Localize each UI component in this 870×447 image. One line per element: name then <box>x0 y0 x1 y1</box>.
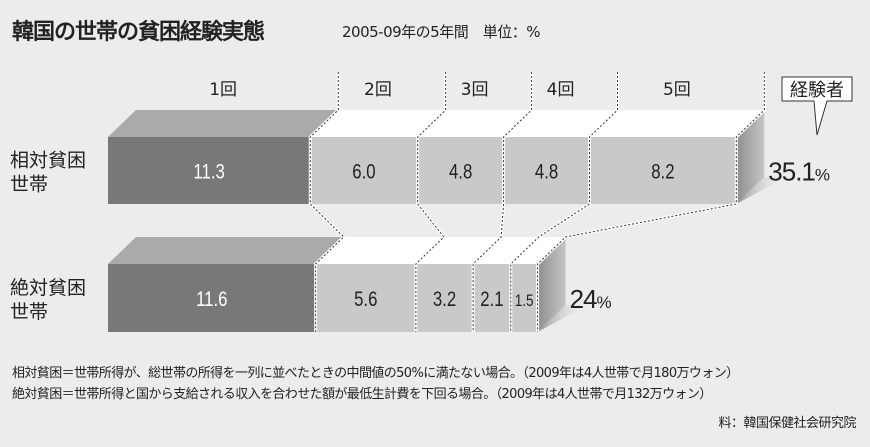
category-label: 2回 <box>364 80 392 100</box>
row-label: 世帯 <box>10 301 48 323</box>
bar-top-face <box>503 110 618 137</box>
callout-label: 経験者 <box>790 80 844 101</box>
bar-top-face <box>310 110 446 137</box>
source-note: 料：韓国保健社会研究院 <box>718 416 856 431</box>
chart-subtitle: 2005-09年の5年間 単位：% <box>342 23 540 41</box>
chart-title: 韓国の世帯の貧困経験実態 <box>12 20 265 45</box>
bar-value-label: 5.6 <box>354 288 377 311</box>
bar-shadow <box>537 305 588 332</box>
connector-line <box>309 72 345 332</box>
bar-side-face <box>537 237 566 332</box>
bar-segment <box>310 137 418 204</box>
bar-top-face <box>473 237 539 264</box>
connector-line <box>472 72 533 332</box>
bar-segment <box>589 137 737 204</box>
bar-value-label: 1.5 <box>515 292 534 311</box>
row-label: 相対貧困 <box>10 150 86 172</box>
bar-side-face <box>736 110 765 204</box>
bar-value-label: 2.1 <box>480 288 503 311</box>
bar-segment <box>315 264 416 332</box>
note-absolute-poverty: 絶対貧困＝世帯所得と国から支給される収入を合わせた額が最低生計費を下回る場合。（… <box>12 387 712 402</box>
category-label: 4回 <box>547 80 575 100</box>
bar-value-label: 6.0 <box>352 161 375 184</box>
bar-value-label: 8.2 <box>651 161 674 184</box>
bar-segment <box>108 264 316 332</box>
bar-segment <box>108 137 311 204</box>
bar-value-label: 11.3 <box>193 161 224 184</box>
bar-top-face <box>108 237 344 264</box>
bar-segment <box>473 264 511 332</box>
bar-top-face <box>589 110 765 137</box>
connector-line <box>415 72 447 332</box>
row-total-label: 35.1% <box>768 157 830 187</box>
category-label: 1回 <box>209 80 237 100</box>
row-label: 絶対貧困 <box>10 277 86 299</box>
bar-value-label: 4.8 <box>535 161 558 184</box>
connector-line <box>510 72 619 332</box>
category-label: 5回 <box>663 80 691 100</box>
bar-value-label: 4.8 <box>449 161 472 184</box>
row-label: 世帯 <box>10 174 48 196</box>
bar-value-label: 3.2 <box>433 288 456 311</box>
bar-segment <box>510 264 538 332</box>
bar-top-face <box>108 110 339 137</box>
bar-top-face <box>315 237 444 264</box>
bar-segment <box>417 137 504 204</box>
note-relative-poverty: 相対貧困＝世帯所得が、総世帯の所得を一列に並べたときの中間値の50%に満たない場… <box>12 366 739 381</box>
category-label: 3回 <box>461 80 489 100</box>
row-total-label: 24% <box>570 284 612 314</box>
bar-top-face <box>510 237 566 264</box>
bar-segment <box>415 264 474 332</box>
bar-top-face <box>417 110 532 137</box>
callout-box <box>781 76 853 136</box>
connector-line <box>537 72 765 332</box>
bar-value-label: 11.6 <box>196 288 227 311</box>
bar-segment <box>503 137 590 204</box>
bar-shadow <box>736 177 787 204</box>
